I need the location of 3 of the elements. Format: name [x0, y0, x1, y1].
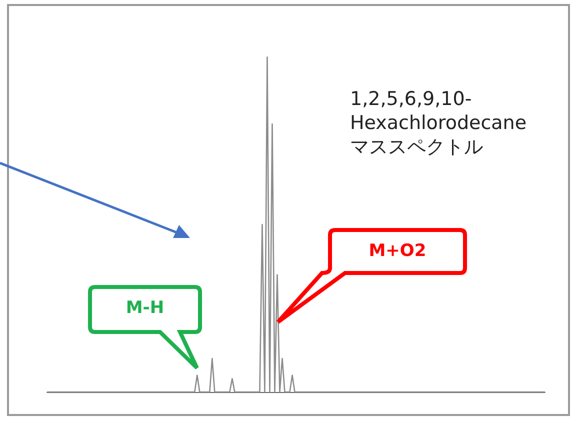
annotation: M-H — [124, 298, 166, 318]
text: 1,2,5,6,9,10- Hexachlorodecane マススペクトル — [350, 88, 527, 158]
annotation: M+O2 — [368, 241, 428, 261]
